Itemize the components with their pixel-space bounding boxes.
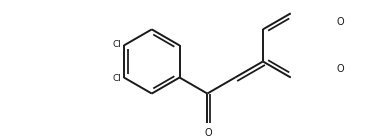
Text: O: O xyxy=(337,17,345,27)
Text: O: O xyxy=(205,128,212,138)
Text: O: O xyxy=(337,64,345,74)
Text: Cl: Cl xyxy=(112,74,121,83)
Text: Cl: Cl xyxy=(112,40,121,49)
